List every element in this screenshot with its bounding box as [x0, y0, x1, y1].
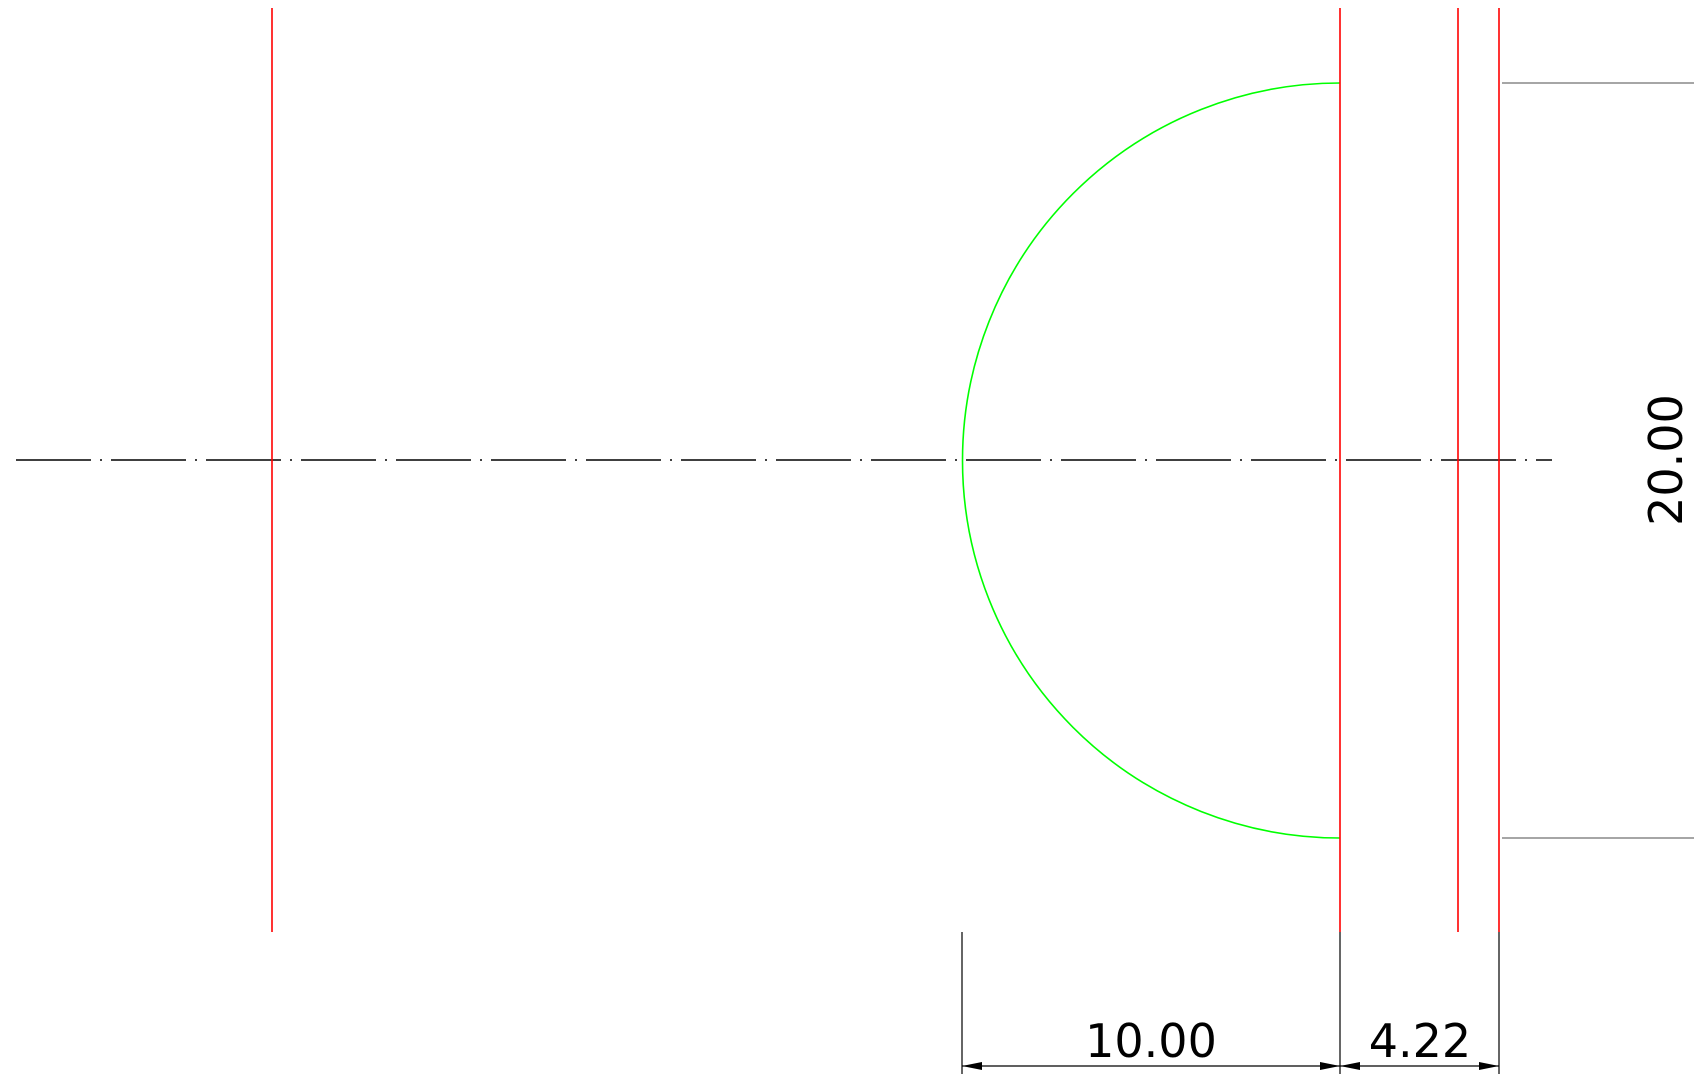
dimension-arrow-left	[962, 1062, 982, 1070]
dimension-arrow-right	[1479, 1062, 1499, 1070]
semicircle-arc	[961, 82, 1341, 839]
dimension-text-4-22: 4.22	[1369, 1014, 1471, 1068]
dimension-arrow-mid-right	[1340, 1062, 1360, 1070]
dimension-text-10: 10.00	[1085, 1014, 1217, 1068]
dimension-text-20: 20.00	[1639, 394, 1693, 526]
dimension-arrow-mid-left	[1320, 1062, 1340, 1070]
